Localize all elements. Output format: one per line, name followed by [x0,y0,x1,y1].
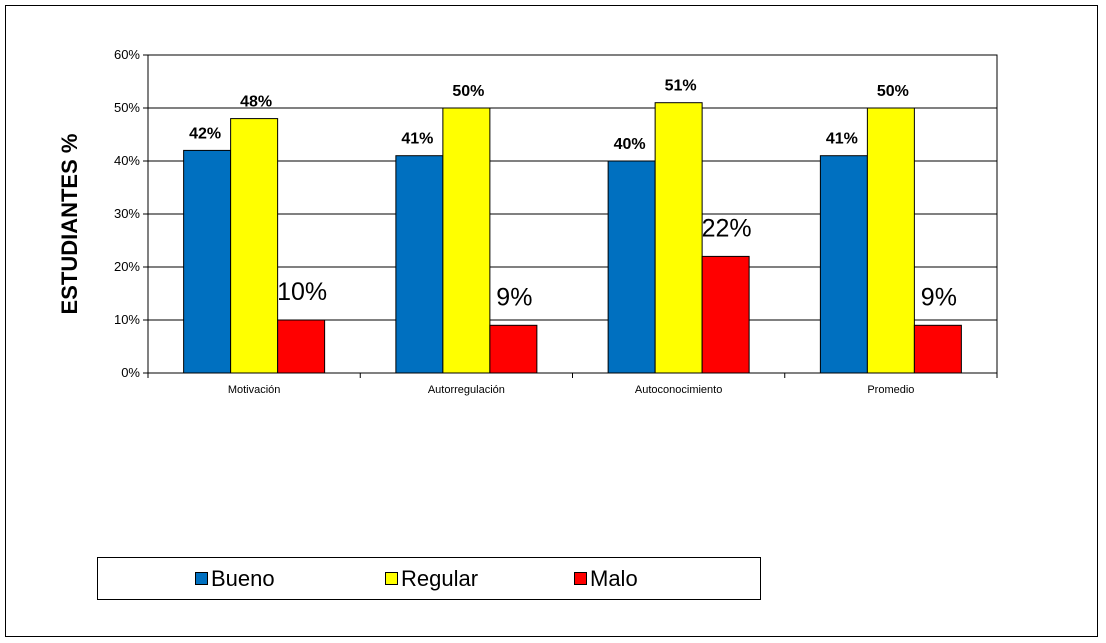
y-tick-label: 60% [114,47,140,62]
data-label-malo-autorregulacion: 9% [496,283,532,311]
legend-item-malo: Malo [574,558,638,599]
bar-regular-promedio [867,108,914,373]
bar-malo-motivacion [278,320,325,373]
bar-regular-motivacion [231,119,278,373]
y-tick-label: 20% [114,259,140,274]
bar-bueno-motivacion [184,150,231,373]
legend-item-regular: Regular [385,558,478,599]
legend-swatch-regular [385,572,398,585]
legend: Bueno Regular Malo [97,557,761,600]
data-label-regular-autorregulacion: 50% [452,83,484,100]
x-tick-label-autorregulacion: Autorregulación [428,384,505,396]
y-tick-label: 0% [121,365,140,380]
y-tick-label: 50% [114,100,140,115]
bar-malo-autoconocimiento [702,256,749,373]
chart-frame: 0% 10% 20% 30% 40% 50% 60% Motivación Autorregul… [5,5,1098,637]
x-tick-label-promedio: Promedio [867,384,914,396]
bar-bueno-autorregulacion [396,156,443,373]
legend-label-bueno: Bueno [211,566,275,592]
y-tick-label: 10% [114,312,140,327]
bar-bueno-promedio [820,156,867,373]
data-label-bueno-promedio: 41% [826,131,858,148]
legend-label-malo: Malo [590,566,638,592]
data-label-malo-promedio: 9% [921,283,957,311]
data-label-bueno-motivacion: 42% [189,125,221,142]
data-label-malo-autoconocimiento: 22% [702,214,752,242]
y-axis-title: ESTUDIANTES % [57,134,82,315]
data-label-regular-autoconocimiento: 51% [665,78,697,95]
legend-label-regular: Regular [401,566,478,592]
data-label-bueno-autorregulacion: 41% [401,131,433,148]
bar-regular-autoconocimiento [655,103,702,373]
bar-malo-promedio [914,325,961,373]
data-label-malo-motivacion: 10% [277,278,327,306]
bar-bueno-autoconocimiento [608,161,655,373]
bar-malo-autorregulacion [490,325,537,373]
data-label-regular-motivacion: 48% [240,94,272,111]
data-label-regular-promedio: 50% [877,83,909,100]
x-tick-label-autoconocimiento: Autoconocimiento [635,384,722,396]
legend-swatch-malo [574,572,587,585]
y-tick-label: 40% [114,153,140,168]
y-tick-label: 30% [114,206,140,221]
bar-chart: 0% 10% 20% 30% 40% 50% 60% Motivación Autorregul… [6,6,1099,638]
data-label-bueno-autoconocimiento: 40% [614,136,646,153]
legend-item-bueno: Bueno [195,558,275,599]
x-tick-label-motivacion: Motivación [228,384,281,396]
bar-regular-autorregulacion [443,108,490,373]
legend-swatch-bueno [195,572,208,585]
